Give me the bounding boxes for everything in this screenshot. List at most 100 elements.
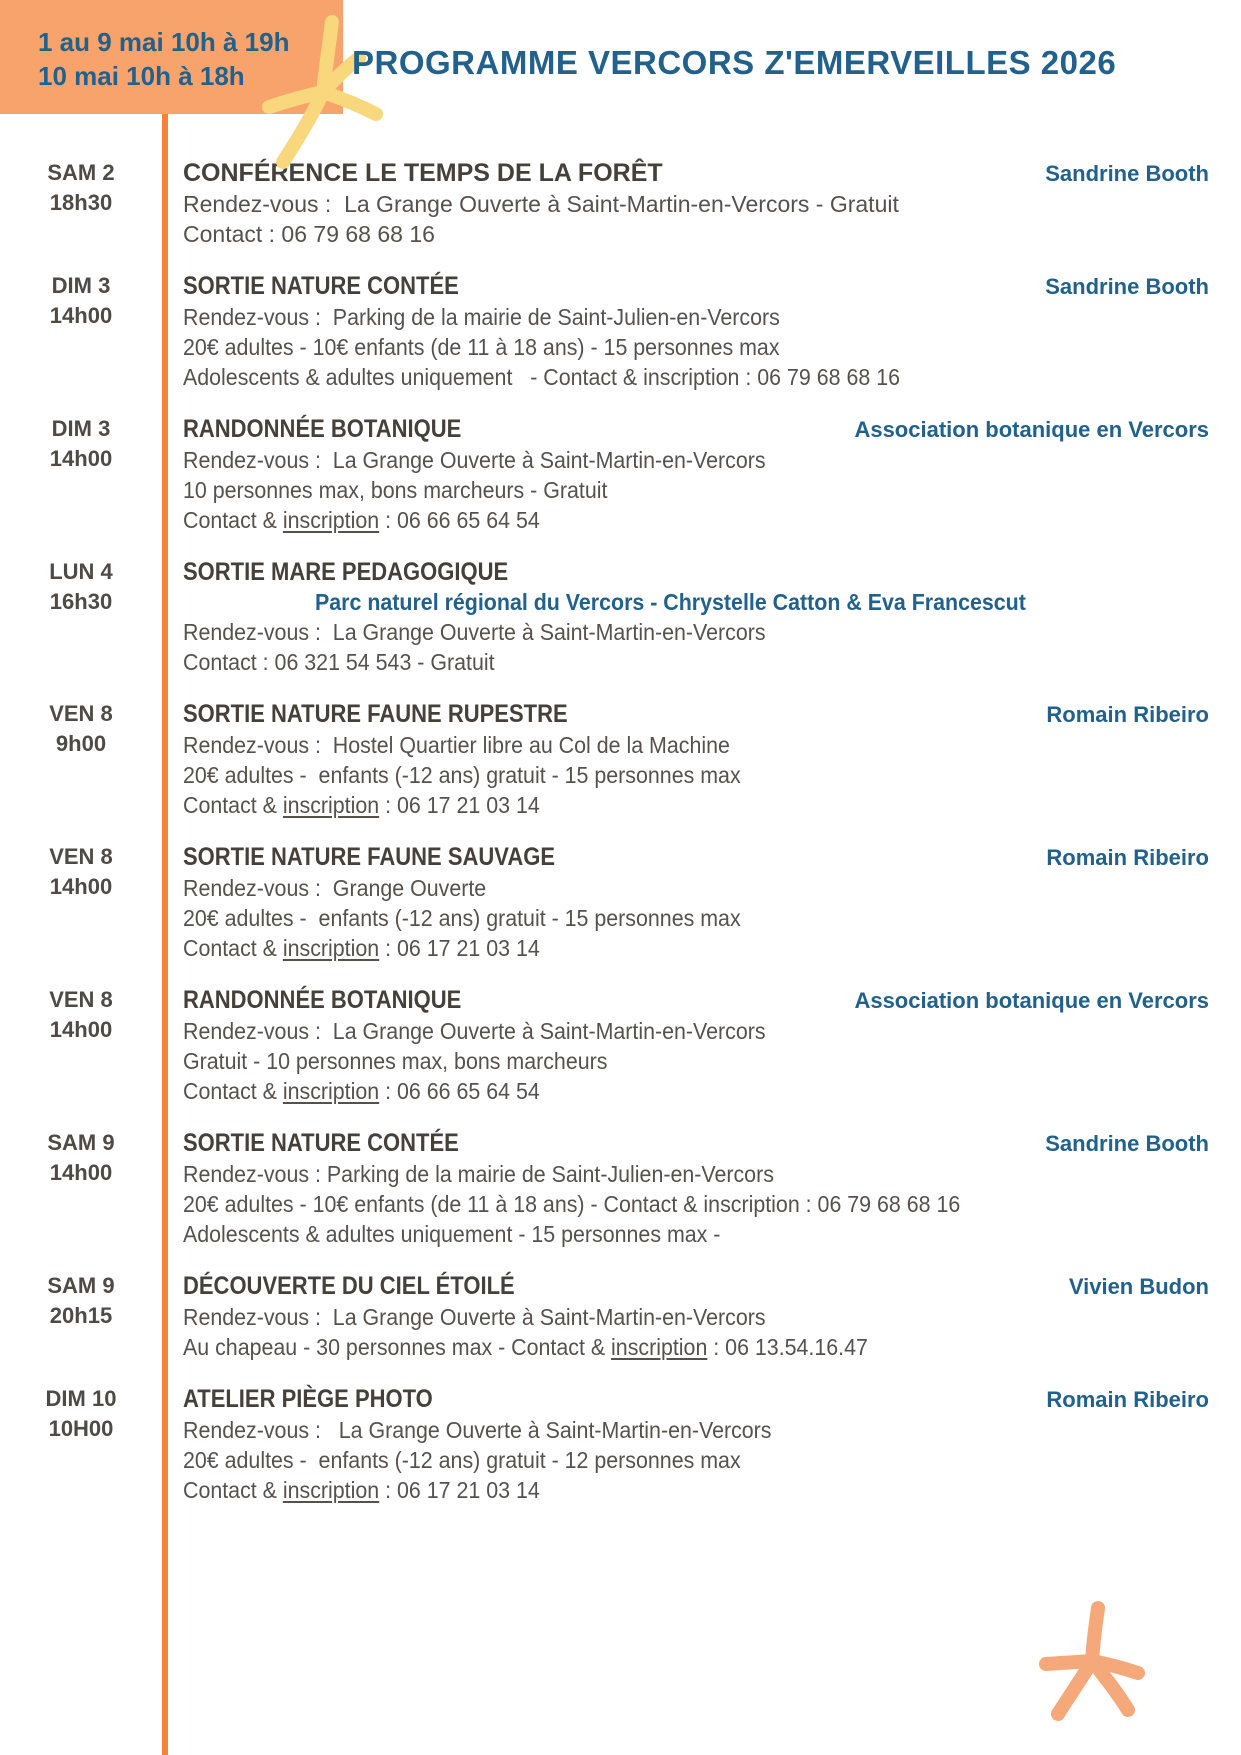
event-title: SORTIE NATURE CONTÉE	[183, 272, 459, 300]
event-detail-line: Contact & inscription : 06 17 21 03 14	[183, 790, 1209, 820]
event-detail-line: 10 personnes max, bons marcheurs - Gratu…	[183, 475, 1209, 505]
event-presenter: Romain Ribeiro	[1046, 845, 1209, 870]
event-title: RANDONNÉE BOTANIQUE	[183, 415, 462, 443]
detail-text: Rendez-vous : La Grange Ouverte à Saint-…	[183, 191, 899, 217]
detail-text: Contact &	[183, 1078, 283, 1104]
event-detail-line: Rendez-vous : La Grange Ouverte à Saint-…	[183, 617, 1209, 647]
event-detail-line: Rendez-vous : La Grange Ouverte à Saint-…	[183, 445, 1209, 475]
event-lines: Rendez-vous : Parking de la mairie de Sa…	[183, 1159, 1209, 1249]
event-row: VEN 8 9h00 SORTIE NATURE FAUNE RUPESTRE …	[0, 699, 1241, 820]
event-content: RANDONNÉE BOTANIQUE Association botaniqu…	[162, 414, 1241, 535]
event-title-row: SORTIE NATURE FAUNE RUPESTRE Romain Ribe…	[183, 699, 1209, 730]
event-detail-line: Rendez-vous : La Grange Ouverte à Saint-…	[183, 1302, 1209, 1332]
event-date: SAM 9	[47, 1130, 115, 1155]
event-detail-line: 20€ adultes - enfants (-12 ans) gratuit …	[183, 1445, 1209, 1475]
detail-text: Contact : 06 79 68 68 16	[183, 221, 435, 247]
event-detail-line: Contact & inscription : 06 66 65 64 54	[183, 1076, 1209, 1106]
event-detail-line: Rendez-vous : La Grange Ouverte à Saint-…	[183, 1016, 1209, 1046]
detail-text: Gratuit - 10 personnes max, bons marcheu…	[183, 1048, 608, 1074]
event-detail-line: Contact : 06 321 54 543 - Gratuit	[183, 647, 1209, 677]
event-date: DIM 10	[45, 1386, 117, 1411]
detail-text: Rendez-vous : Parking de la mairie de Sa…	[183, 1161, 774, 1187]
event-detail-line: Parc naturel régional du Vercors - Chrys…	[183, 587, 1209, 617]
detail-text: Rendez-vous : Parking de la mairie de Sa…	[183, 304, 780, 330]
event-detail-line: Gratuit - 10 personnes max, bons marcheu…	[183, 1046, 1209, 1076]
event-date: VEN 8	[49, 987, 113, 1012]
event-time: 14h00	[49, 1017, 113, 1042]
detail-text: Rendez-vous : La Grange Ouverte à Saint-…	[183, 1304, 766, 1330]
detail-text: Contact &	[183, 935, 283, 961]
event-time: 14h00	[49, 303, 113, 328]
event-date-time: VEN 8 14h00	[0, 985, 162, 1106]
event-presenter: Association botanique en Vercors	[854, 417, 1209, 442]
event-row: DIM 3 14h00 RANDONNÉE BOTANIQUE Associat…	[0, 414, 1241, 535]
event-presenter: Sandrine Booth	[1045, 1131, 1209, 1156]
detail-text: : 06 17 21 03 14	[379, 792, 540, 818]
event-content: CONFÉRENCE LE TEMPS DE LA FORÊT Sandrine…	[162, 158, 1241, 249]
event-content: SORTIE NATURE CONTÉE Sandrine Booth Rend…	[162, 271, 1241, 392]
detail-text: Contact &	[183, 1477, 283, 1503]
event-date: SAM 9	[47, 1273, 115, 1298]
detail-text: Contact : 06 321 54 543 - Gratuit	[183, 649, 495, 675]
opening-hours-box: 1 au 9 mai 10h à 19h 10 mai 10h à 18h	[0, 0, 343, 114]
event-lines: Rendez-vous : La Grange Ouverte à Saint-…	[183, 445, 1209, 535]
detail-text: 20€ adultes - enfants (-12 ans) gratuit …	[183, 762, 741, 788]
event-date-time: LUN 4 16h30	[0, 557, 162, 677]
event-lines: Rendez-vous : La Grange Ouverte à Saint-…	[183, 1016, 1209, 1106]
event-presenter: Vivien Budon	[1068, 1274, 1209, 1299]
event-title: SORTIE NATURE FAUNE RUPESTRE	[183, 700, 568, 728]
event-content: SORTIE NATURE FAUNE SAUVAGE Romain Ribei…	[162, 842, 1241, 963]
detail-text: Rendez-vous : Hostel Quartier libre au C…	[183, 732, 730, 758]
detail-text: 20€ adultes - enfants (-12 ans) gratuit …	[183, 905, 741, 931]
event-lines: Rendez-vous : Parking de la mairie de Sa…	[183, 302, 1209, 392]
event-date: VEN 8	[49, 844, 113, 869]
event-lines: Rendez-vous : La Grange Ouverte à Saint-…	[183, 189, 1209, 249]
event-detail-line: Contact & inscription : 06 17 21 03 14	[183, 1475, 1209, 1505]
detail-text: Rendez-vous : Grange Ouverte	[183, 875, 487, 901]
event-date-time: SAM 9 14h00	[0, 1128, 162, 1249]
inscription-link-text: inscription	[282, 792, 380, 818]
event-content: ATELIER PIÈGE PHOTO Romain Ribeiro Rende…	[162, 1384, 1241, 1505]
event-content: DÉCOUVERTE DU CIEL ÉTOILÉ Vivien Budon R…	[162, 1271, 1241, 1362]
detail-text: Adolescents & adultes uniquement - Conta…	[183, 364, 901, 390]
detail-text: Rendez-vous : La Grange Ouverte à Saint-…	[183, 1417, 772, 1443]
event-row: VEN 8 14h00 RANDONNÉE BOTANIQUE Associat…	[0, 985, 1241, 1106]
page-title: PROGRAMME VERCORS Z'EMERVEILLES 2026	[352, 44, 1117, 81]
event-row: SAM 9 20h15 DÉCOUVERTE DU CIEL ÉTOILÉ Vi…	[0, 1271, 1241, 1362]
inscription-link-text: inscription	[282, 1477, 380, 1503]
event-title: CONFÉRENCE LE TEMPS DE LA FORÊT	[183, 159, 663, 187]
detail-text: Contact &	[183, 507, 283, 533]
event-detail-line: Rendez-vous : La Grange Ouverte à Saint-…	[183, 189, 1209, 219]
event-detail-line: Rendez-vous : Parking de la mairie de Sa…	[183, 1159, 1209, 1189]
event-title: SORTIE NATURE FAUNE SAUVAGE	[183, 843, 555, 871]
event-lines: Parc naturel régional du Vercors - Chrys…	[183, 587, 1209, 677]
event-title: SORTIE MARE PEDAGOGIQUE	[183, 558, 509, 586]
event-date: LUN 4	[49, 559, 113, 584]
event-content: SORTIE MARE PEDAGOGIQUE Parc naturel rég…	[162, 557, 1241, 677]
event-time: 14h00	[49, 446, 113, 471]
event-detail-line: Contact : 06 79 68 68 16	[183, 219, 1209, 249]
event-detail-line: 20€ adultes - 10€ enfants (de 11 à 18 an…	[183, 332, 1209, 362]
event-lines: Rendez-vous : Grange Ouverte 20€ adultes …	[183, 873, 1209, 963]
event-presenter: Association botanique en Vercors	[854, 988, 1209, 1013]
detail-text: : 06 13.54.16.47	[707, 1334, 868, 1360]
detail-text: 20€ adultes - enfants (-12 ans) gratuit …	[183, 1447, 741, 1473]
event-time: 20h15	[49, 1303, 113, 1328]
event-title-row: SORTIE NATURE CONTÉE Sandrine Booth	[183, 1128, 1209, 1159]
event-time: 9h00	[55, 731, 107, 756]
event-detail-line: Au chapeau - 30 personnes max - Contact …	[183, 1332, 1209, 1362]
event-date-time: DIM 3 14h00	[0, 271, 162, 392]
event-row: DIM 3 14h00 SORTIE NATURE CONTÉE Sandrin…	[0, 271, 1241, 392]
event-title-row: ATELIER PIÈGE PHOTO Romain Ribeiro	[183, 1384, 1209, 1415]
event-detail-line: Rendez-vous : Hostel Quartier libre au C…	[183, 730, 1209, 760]
detail-text: 10 personnes max, bons marcheurs - Gratu…	[183, 477, 608, 503]
event-title: RANDONNÉE BOTANIQUE	[183, 986, 462, 1014]
event-date-time: VEN 8 9h00	[0, 699, 162, 820]
detail-text: : 06 17 21 03 14	[379, 935, 540, 961]
event-detail-line: Rendez-vous : La Grange Ouverte à Saint-…	[183, 1415, 1209, 1445]
event-detail-line: Rendez-vous : Grange Ouverte	[183, 873, 1209, 903]
inscription-link-text: inscription	[282, 935, 380, 961]
event-detail-line: Adolescents & adultes uniquement - 15 pe…	[183, 1219, 1209, 1249]
detail-text: Adolescents & adultes uniquement - 15 pe…	[183, 1221, 721, 1247]
